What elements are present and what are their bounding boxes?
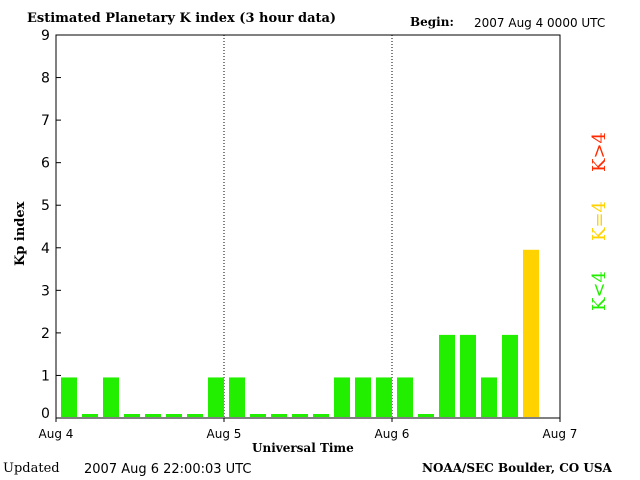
y-tick-label: 6: [41, 156, 50, 172]
kp-bar: [250, 414, 266, 417]
updated-label: Updated: [3, 461, 60, 476]
legend-k-equal-4: K=4: [589, 201, 610, 241]
y-tick-label: 3: [41, 283, 50, 299]
plot-frame: [55, 34, 561, 419]
kp-bar: [166, 414, 182, 417]
y-axis-label: Kp index: [13, 201, 28, 266]
begin-value: 2007 Aug 4 0000 UTC: [474, 16, 606, 30]
kp-bar: [334, 377, 350, 417]
chart-title: Estimated Planetary K index (3 hour data…: [27, 11, 337, 26]
x-tick-label: Aug 4: [39, 427, 74, 441]
y-tick-label: 0: [41, 406, 50, 422]
kp-bar: [376, 377, 392, 417]
begin-label: Begin:: [410, 15, 454, 29]
kp-bar: [145, 414, 161, 417]
legend-k-less-4: K<4: [589, 271, 610, 311]
y-tick-label: 1: [41, 368, 50, 384]
x-tick-label: Aug 7: [543, 427, 578, 441]
y-tick-label: 7: [41, 113, 50, 129]
y-tick-label: 8: [41, 71, 50, 87]
kp-bar: [523, 249, 539, 417]
legend-k-greater-4: K>4: [589, 132, 610, 172]
kp-bar: [418, 414, 434, 417]
x-tick-label: Aug 5: [207, 427, 242, 441]
kp-bar: [208, 377, 224, 417]
kp-bar: [313, 414, 329, 417]
kp-bar: [187, 414, 203, 417]
kp-bar: [103, 377, 119, 417]
credit: NOAA/SEC Boulder, CO USA: [422, 461, 612, 475]
x-tick-label: Aug 6: [375, 427, 410, 441]
y-tick-label: 2: [41, 326, 50, 342]
x-axis-label: Universal Time: [252, 441, 354, 455]
kp-bar: [82, 414, 98, 417]
updated-value: 2007 Aug 6 22:00:03 UTC: [84, 462, 252, 477]
kp-bar: [271, 414, 287, 417]
kp-bar: [502, 334, 518, 417]
y-tick-label: 9: [41, 28, 50, 44]
y-tick-label: 5: [41, 198, 50, 214]
kp-bar: [124, 414, 140, 417]
kp-bar: [460, 334, 476, 417]
kp-bar: [355, 377, 371, 417]
kp-bar: [292, 414, 308, 417]
kp-bar: [439, 334, 455, 417]
kp-bar: [481, 377, 497, 417]
kp-bar: [229, 377, 245, 417]
y-tick-label: 4: [41, 241, 50, 257]
kp-bar: [61, 377, 77, 417]
kp-bar: [397, 377, 413, 417]
